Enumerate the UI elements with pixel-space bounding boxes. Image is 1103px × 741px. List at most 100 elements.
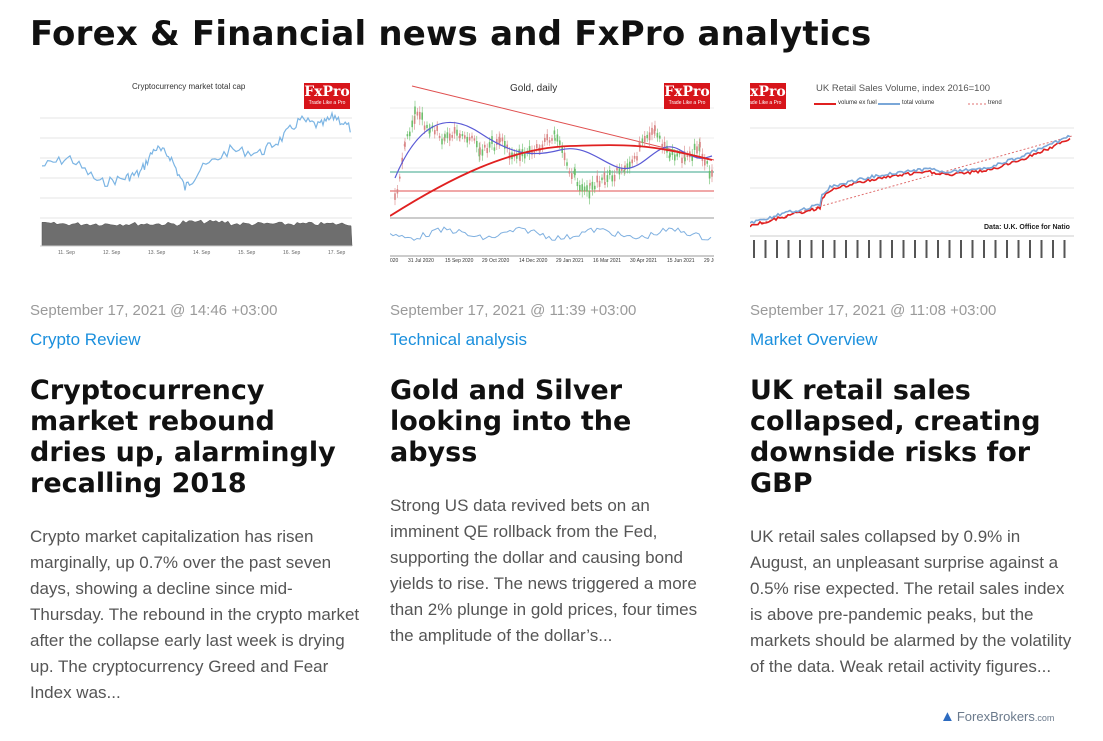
article-title[interactable]: Gold and Silver looking into the abyss: [390, 375, 632, 468]
candle-body: [644, 135, 646, 142]
page-heading: Forex & Financial news and FxPro analyti…: [30, 14, 872, 54]
candle-body: [436, 125, 438, 131]
candle-body: [676, 153, 678, 157]
candle-body: [596, 175, 598, 183]
article-thumbnail[interactable]: 11. Sep 12. Sep 13. Sep 14. Sep 15. Sep 16. S…: [30, 78, 354, 264]
candle-body: [429, 128, 431, 133]
article-thumbnail[interactable]: 020 31 Jul 2020 15 Sep 2020 29 Oct 2020 14 D…: [390, 78, 714, 264]
candle-body: [623, 169, 625, 173]
candle-body: [414, 106, 416, 115]
candle-body: [594, 185, 596, 190]
x-tick-label: 16. Sep: [283, 250, 300, 256]
x-tick-label: 14. Sep: [193, 250, 210, 256]
article-card-gold[interactable]: 020 31 Jul 2020 15 Sep 2020 29 Oct 2020 14 D…: [390, 78, 720, 645]
watermark-suffix: .com: [1034, 713, 1055, 723]
x-tick-label: 020: [390, 258, 399, 264]
candle-body: [711, 169, 713, 177]
x-tick-mark: [1063, 240, 1066, 258]
candle-body: [473, 138, 476, 141]
x-tick-mark: [891, 240, 893, 258]
x-tick-mark: [787, 240, 790, 258]
article-category-link[interactable]: Crypto Review: [30, 330, 141, 349]
candle-body: [464, 135, 466, 139]
candle-body: [551, 138, 553, 141]
total-volume-series: [750, 134, 1071, 225]
candle-body: [621, 167, 623, 171]
candle-body: [419, 111, 421, 120]
article-card-crypto[interactable]: 11. Sep 12. Sep 13. Sep 14. Sep 15. Sep 16. S…: [30, 78, 360, 702]
candle-body: [444, 134, 446, 138]
candle-body: [553, 130, 556, 135]
x-tick-mark: [879, 240, 882, 258]
article-thumbnail[interactable]: UK Retail Sales Volume, index 2016=100 v…: [750, 78, 1074, 264]
candle-body: [401, 157, 403, 165]
candle-body: [396, 189, 399, 194]
candle-body: [629, 161, 631, 169]
article-title[interactable]: UK retail sales collapsed, creating down…: [750, 375, 1041, 499]
candle-body: [486, 148, 488, 154]
x-tick-mark: [856, 240, 859, 258]
article-title[interactable]: Cryptocurrency market rebound dries up, …: [30, 375, 336, 499]
candle-body: [519, 154, 521, 161]
x-tick-mark: [822, 240, 824, 258]
article-date: September 17, 2021 @ 11:39 +03:00: [390, 302, 637, 319]
article-date: September 17, 2021 @ 11:08 +03:00: [750, 302, 997, 319]
x-tick-mark: [902, 240, 905, 258]
candle-body: [404, 142, 406, 147]
candle-body: [669, 153, 671, 157]
x-tick-mark: [764, 240, 767, 258]
candle-body: [416, 111, 419, 116]
legend-trend: trend: [988, 100, 1002, 106]
candle-body: [693, 143, 696, 150]
x-tick-mark: [833, 240, 836, 258]
candle-body: [641, 138, 644, 143]
candle-body: [394, 193, 396, 200]
candle-body: [554, 138, 556, 141]
candle-body: [559, 140, 561, 145]
candle-body: [638, 141, 641, 147]
x-tick-mark: [948, 240, 951, 258]
candle-body: [674, 154, 676, 161]
candle-body: [459, 134, 461, 138]
candle-body: [618, 168, 621, 175]
ma-blue: [394, 121, 713, 179]
candle-body: [488, 142, 491, 148]
logo-tagline: Trade Like a Pro: [750, 100, 782, 106]
candle-body: [624, 165, 626, 170]
article-category-link[interactable]: Technical analysis: [390, 330, 528, 349]
article-excerpt: Strong US data revived bets on an immine…: [390, 496, 698, 645]
candle-body: [506, 144, 508, 149]
uk-retail-chart: [750, 103, 1074, 258]
candle-body: [656, 132, 659, 138]
x-tick-mark: [971, 240, 974, 258]
x-tick-label: 15 Jun 2021: [667, 258, 695, 264]
candle-body: [631, 159, 633, 164]
x-tick-mark: [810, 240, 813, 258]
candle-body: [606, 175, 609, 182]
candle-body: [466, 136, 468, 143]
candle-body: [446, 132, 449, 139]
candle-body: [616, 167, 618, 171]
article-date: September 17, 2021 @ 14:46 +03:00: [30, 302, 278, 319]
candle-body: [504, 140, 506, 149]
candle-body: [426, 124, 428, 128]
x-tick-label: 13. Sep: [148, 250, 165, 256]
candle-body: [476, 141, 478, 148]
candle-body: [681, 157, 683, 164]
logo-brand: FxPro: [304, 84, 350, 100]
x-tick-label: 12. Sep: [103, 250, 120, 256]
article-card-uk-retail[interactable]: UK Retail Sales Volume, index 2016=100 v…: [750, 78, 1080, 676]
candle-body: [646, 134, 648, 139]
candle-body: [591, 181, 594, 190]
x-tick-mark: [1006, 240, 1008, 258]
article-category-link[interactable]: Market Overview: [750, 330, 878, 349]
ma-red: [390, 144, 713, 217]
thumb-chart-title: UK Retail Sales Volume, index 2016=100: [816, 83, 991, 94]
candle-body: [684, 157, 686, 162]
candle-body: [499, 137, 501, 143]
candle-body: [626, 163, 629, 169]
candle-body: [589, 182, 591, 186]
candle-body: [541, 144, 544, 149]
